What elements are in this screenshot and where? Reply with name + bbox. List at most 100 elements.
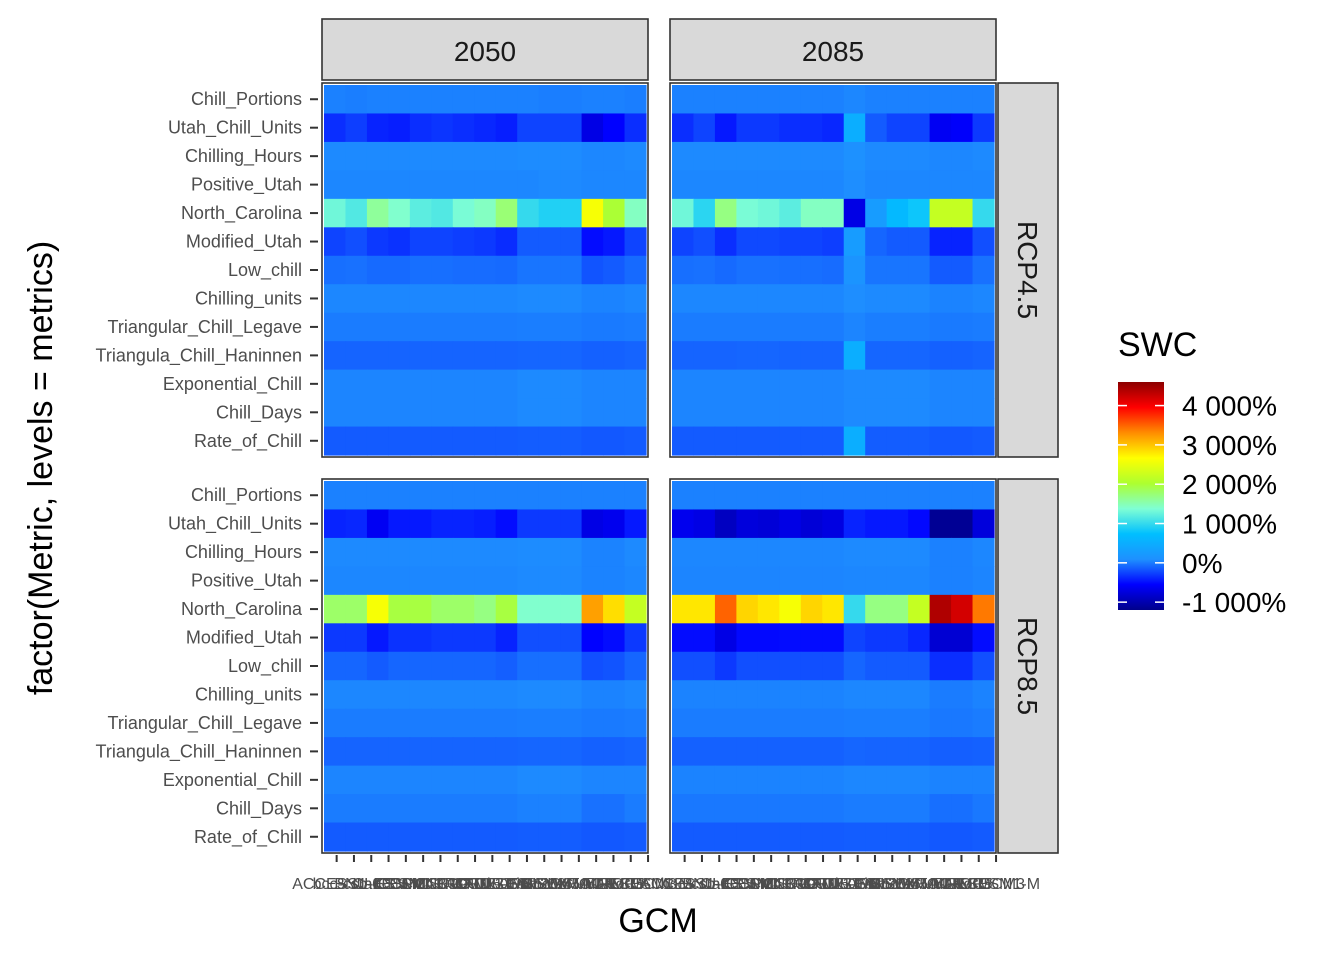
heatmap-cell	[929, 426, 952, 456]
heatmap-cell	[779, 765, 802, 795]
x-tick-label: ACCESS1-0	[292, 876, 381, 893]
heatmap-cell	[757, 765, 780, 795]
heatmap-cell	[495, 426, 518, 456]
heatmap-cell	[736, 651, 759, 681]
heatmap-cell	[366, 312, 389, 342]
heatmap-cell	[388, 794, 411, 824]
x-tick-label: CCSM4	[378, 876, 434, 893]
heatmap-cell	[324, 566, 347, 596]
heatmap-cell	[366, 227, 389, 257]
heatmap-cell	[517, 426, 540, 456]
heatmap-cell	[538, 794, 561, 824]
heatmap-cell	[951, 141, 974, 171]
heatmap-cell	[886, 284, 909, 314]
heatmap-cell	[324, 509, 347, 539]
heatmap-cell	[929, 737, 952, 767]
heatmap-cell	[779, 341, 802, 371]
heatmap-cell	[757, 198, 780, 228]
heatmap-cell	[345, 398, 368, 428]
heatmap-cell	[431, 341, 454, 371]
heatmap-cell	[929, 537, 952, 567]
heatmap-cell	[366, 398, 389, 428]
heatmap-cell	[517, 680, 540, 710]
legend-label: -1 000%	[1182, 587, 1286, 618]
heatmap-cell	[366, 537, 389, 567]
heatmap-cell	[452, 680, 475, 710]
heatmap-cell	[603, 398, 626, 428]
heatmap-cell	[409, 822, 432, 852]
heatmap-cell	[560, 284, 583, 314]
heatmap-cell	[624, 341, 647, 371]
heatmap-cell	[908, 509, 931, 539]
heatmap-cell	[800, 141, 823, 171]
heatmap-cell	[822, 113, 845, 143]
heatmap-cell	[800, 623, 823, 653]
heatmap-cell	[886, 198, 909, 228]
heatmap-cell	[736, 227, 759, 257]
heatmap-cell	[624, 227, 647, 257]
heatmap-cell	[603, 594, 626, 624]
heatmap-cell	[517, 651, 540, 681]
heatmap-cell	[929, 794, 952, 824]
heatmap-cell	[736, 822, 759, 852]
heatmap-cell	[345, 426, 368, 456]
heatmap-cell	[843, 255, 866, 285]
heatmap-cell	[474, 426, 497, 456]
heatmap-cell	[779, 170, 802, 200]
heatmap-cell	[757, 113, 780, 143]
heatmap-cell	[800, 680, 823, 710]
heatmap-cell	[736, 284, 759, 314]
heatmap-cell	[538, 509, 561, 539]
heatmap-cell	[843, 85, 866, 115]
heatmap-cell	[560, 651, 583, 681]
heatmap-cell	[409, 426, 432, 456]
heatmap-cell	[886, 141, 909, 171]
facet-strip-col	[669, 18, 997, 81]
heatmap-cell	[388, 822, 411, 852]
heatmap-cell	[800, 369, 823, 399]
heatmap-cell	[560, 113, 583, 143]
heatmap-cell	[603, 85, 626, 115]
heatmap-cell	[693, 170, 716, 200]
heatmap-cell	[800, 537, 823, 567]
heatmap-cell	[409, 170, 432, 200]
heatmap-cell	[886, 651, 909, 681]
heatmap-cell	[324, 481, 347, 511]
panel-border	[669, 478, 997, 854]
heatmap-cell	[495, 341, 518, 371]
heatmap-cell	[409, 341, 432, 371]
heatmap-cell	[538, 85, 561, 115]
heatmap-cell	[779, 398, 802, 428]
heatmap-cell	[624, 708, 647, 738]
heatmap-cell	[693, 198, 716, 228]
heatmap-cell	[495, 369, 518, 399]
heatmap-cell	[908, 794, 931, 824]
heatmap-cell	[431, 794, 454, 824]
heatmap-cell	[624, 737, 647, 767]
heatmap-cell	[366, 708, 389, 738]
heatmap-cell	[736, 141, 759, 171]
heatmap-cell	[693, 255, 716, 285]
heatmap-cell	[581, 398, 604, 428]
heatmap-cell	[388, 509, 411, 539]
heatmap-cell	[409, 481, 432, 511]
heatmap-cell	[929, 765, 952, 795]
heatmap-cell	[757, 227, 780, 257]
heatmap-cell	[581, 170, 604, 200]
x-tick-label: CNRM-CM5	[414, 876, 501, 893]
heatmap-cell	[865, 312, 888, 342]
heatmap-cell	[757, 822, 780, 852]
heatmap-cell	[624, 765, 647, 795]
heatmap-cell	[843, 623, 866, 653]
y-tick-label: Rate_of_Chill	[194, 431, 302, 452]
heatmap-cell	[757, 312, 780, 342]
heatmap-cell	[366, 623, 389, 653]
heatmap-cell	[714, 170, 737, 200]
heatmap-cell	[800, 708, 823, 738]
heatmap-cell	[474, 227, 497, 257]
heatmap-cell	[757, 426, 780, 456]
heatmap-cell	[757, 651, 780, 681]
heatmap-cell	[822, 426, 845, 456]
heatmap-cell	[972, 680, 995, 710]
heatmap-cell	[951, 341, 974, 371]
